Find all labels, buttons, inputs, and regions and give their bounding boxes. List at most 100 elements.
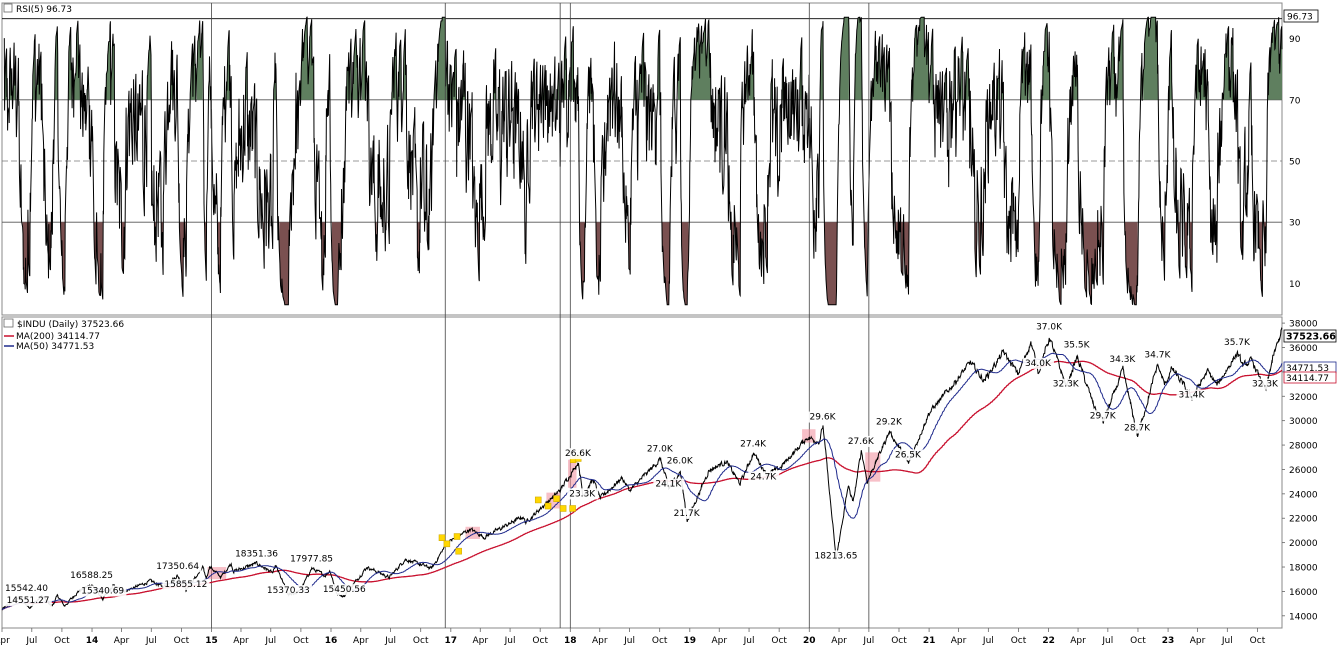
x-tick-label: Jul	[862, 636, 874, 646]
signal-marker	[545, 503, 551, 509]
rsi-y-tick-label: 10	[1289, 280, 1301, 290]
price-annotation: 15855.12	[164, 580, 207, 590]
price-annotation: 27.6K	[848, 437, 875, 447]
price-annotation: 35.7K	[1224, 338, 1251, 348]
x-tick-label: Oct	[413, 636, 429, 646]
x-tick-label: Apr	[353, 636, 369, 646]
price-annotation: 34.3K	[1109, 355, 1136, 365]
x-tick-label: Oct	[1250, 636, 1266, 646]
signal-marker	[570, 505, 576, 511]
signal-marker	[444, 541, 450, 547]
x-tick-label: Oct	[771, 636, 787, 646]
price-annotation: 34.0K	[1025, 359, 1052, 369]
x-tick-label: Oct	[174, 636, 190, 646]
price-annotation: 15450.56	[323, 585, 366, 595]
price-annotation: 31.4K	[1178, 391, 1205, 401]
rsi-last-value: 96.73	[1287, 13, 1313, 23]
price-y-tick-label: 24000	[1289, 490, 1318, 500]
price-annotation: 32.3K	[1053, 380, 1080, 390]
signal-marker	[454, 534, 460, 540]
rsi-last-value-tag: 96.73	[1284, 10, 1318, 23]
price-y-tick-label: 32000	[1289, 393, 1318, 403]
x-tick-label: Jul	[623, 636, 635, 646]
x-tick-label: Oct	[532, 636, 548, 646]
x-tick-label: Jul	[25, 636, 37, 646]
price-y-tick-label: 30000	[1289, 417, 1318, 427]
x-tick-label: Apr	[1190, 636, 1206, 646]
price-annotation: 18351.36	[235, 550, 278, 560]
x-tick-label: Apr	[951, 636, 967, 646]
price-y-tick-label: 20000	[1289, 539, 1318, 549]
ma50-legend-text: MA(50) 34771.53	[16, 342, 94, 352]
price-annotation: 34.7K	[1144, 350, 1171, 360]
price-annotation: 18213.65	[815, 551, 858, 561]
x-tick-label: 19	[684, 636, 697, 646]
x-tick-label: Apr	[711, 636, 727, 646]
x-tick-label: Apr	[233, 636, 249, 646]
price-title-text: $INDU (Daily) 37523.66	[17, 320, 124, 330]
x-tick-label: Jul	[384, 636, 396, 646]
x-tick-label: Jul	[743, 636, 755, 646]
price-annotation: 29.7K	[1090, 411, 1117, 421]
x-tick-label: Jul	[145, 636, 157, 646]
price-y-tick-label: 36000	[1289, 344, 1318, 354]
price-annotation: 16588.25	[70, 571, 113, 581]
x-tick-label: Oct	[293, 636, 309, 646]
signal-marker	[560, 505, 566, 511]
x-tick-label: Oct	[652, 636, 668, 646]
x-tick-label: Apr	[831, 636, 847, 646]
x-tick-label: 21	[923, 636, 936, 646]
x-tick-label: Jul	[982, 636, 994, 646]
price-annotation: 15370.33	[267, 586, 310, 596]
signal-marker	[535, 497, 541, 503]
x-tick-label: 23	[1162, 636, 1175, 646]
price-y-tick-label: 14000	[1289, 612, 1318, 622]
price-annotation: 29.2K	[876, 417, 903, 427]
price-annotation: 15542.40	[5, 584, 48, 594]
price-annotation: 17350.64	[156, 562, 199, 572]
last-price-tag: 37523.66	[1286, 332, 1336, 343]
price-annotation: 26.5K	[895, 450, 922, 460]
x-tick-label: Apr	[1070, 636, 1086, 646]
price-y-tick-label: 16000	[1289, 588, 1318, 598]
rsi-panel-icon	[4, 4, 12, 12]
price-annotation: 29.6K	[810, 413, 837, 423]
price-annotation: 35.5K	[1064, 341, 1091, 351]
rsi-y-tick-label: 30	[1289, 219, 1301, 229]
x-tick-label: 17	[445, 636, 458, 646]
price-annotation: 27.0K	[647, 444, 674, 454]
price-annotation: 21.7K	[674, 509, 701, 519]
x-tick-label: 20	[803, 636, 816, 646]
signal-marker	[439, 535, 445, 541]
price-y-tick-label: 26000	[1289, 466, 1318, 476]
x-tick-label: Oct	[891, 636, 907, 646]
x-tick-label: Oct	[54, 636, 70, 646]
price-y-tick-label: 22000	[1289, 515, 1318, 525]
x-tick-label: 22	[1042, 636, 1055, 646]
x-tick-label: Apr	[114, 636, 130, 646]
price-y-tick-label: 38000	[1289, 320, 1318, 330]
price-annotation: 26.0K	[667, 456, 694, 466]
price-panel-icon	[4, 319, 13, 327]
x-tick-label: 18	[564, 636, 577, 646]
price-annotation: 26.6K	[565, 449, 592, 459]
rsi-title-text: RSI(5) 96.73	[16, 5, 72, 15]
x-tick-label: 14	[86, 636, 99, 646]
rsi-y-tick-label: 70	[1289, 96, 1301, 106]
price-annotation: 24.7K	[750, 472, 777, 482]
x-tick-label: Jul	[504, 636, 516, 646]
x-tick-label: Jul	[1101, 636, 1113, 646]
price-annotation: 14551.27	[7, 596, 50, 606]
rsi-y-tick-label: 90	[1289, 35, 1301, 45]
ma200-legend-text: MA(200) 34114.77	[16, 332, 100, 342]
signal-marker	[554, 496, 560, 502]
x-tick-label: 16	[325, 636, 338, 646]
x-tick-label: Apr	[592, 636, 608, 646]
price-annotation: 32.3K	[1252, 380, 1279, 390]
price-annotation: 27.4K	[740, 439, 767, 449]
last-ma200-tag: 34114.77	[1286, 374, 1329, 384]
x-tick-label: Jul	[1221, 636, 1233, 646]
signal-marker	[456, 548, 462, 554]
